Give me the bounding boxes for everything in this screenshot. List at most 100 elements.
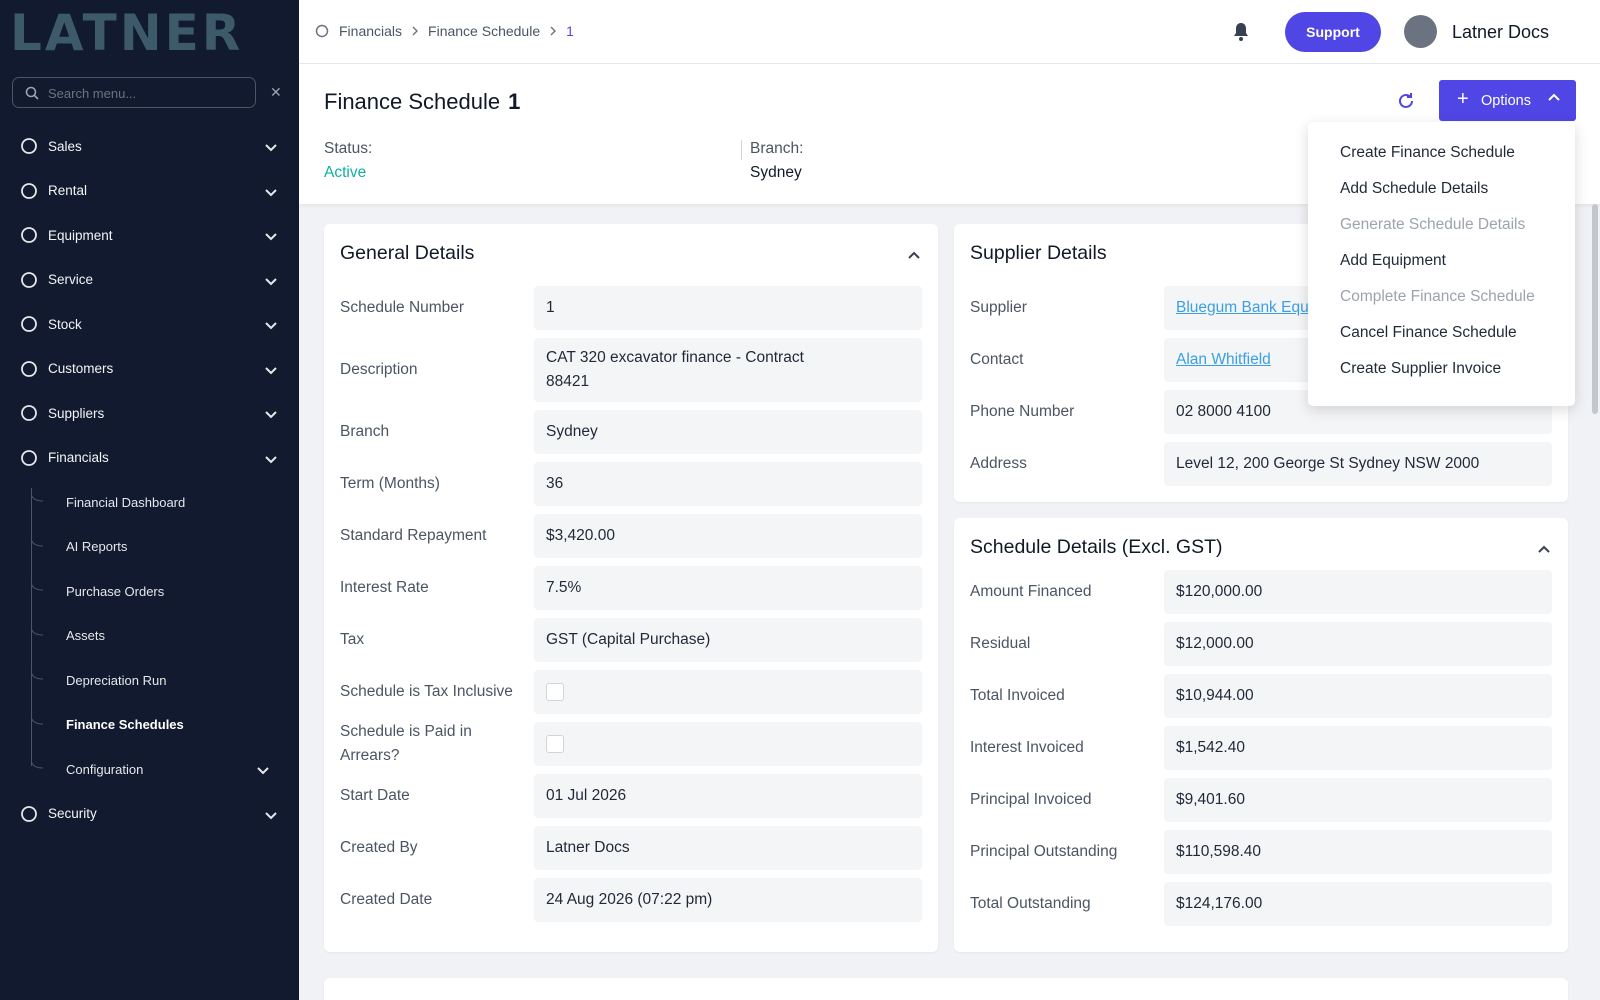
menu-item[interactable]: Create Supplier Invoice — [1340, 360, 1502, 377]
field-row: Total Invoiced $10,944.00 — [970, 674, 1552, 718]
nav-item[interactable]: Equipment — [0, 215, 299, 255]
schedule-details-card: Schedule Details (Excl. GST) Amount Finan… — [954, 518, 1568, 952]
menu-item[interactable]: Add Equipment — [1340, 252, 1446, 269]
field-value: $124,176.00 — [1164, 882, 1552, 926]
value-text: 7.5% — [546, 579, 582, 596]
field-row: Residual $12,000.00 — [970, 622, 1552, 666]
link[interactable]: Bluegum Bank Equ — [1176, 299, 1309, 316]
separator — [412, 23, 419, 39]
chevron — [265, 363, 277, 378]
card-title: Schedule Details (Excl. GST) — [970, 536, 1223, 558]
value-text: $124,176.00 — [1176, 895, 1263, 912]
value-text: $9,401.60 — [1176, 791, 1245, 808]
value-text: Latner Docs — [546, 839, 630, 856]
value-text: $10,944.00 — [1176, 687, 1254, 704]
sub-nav-item[interactable]: Configuration — [0, 749, 299, 789]
sub-nav-item[interactable]: Finance Schedules — [0, 705, 299, 745]
field-row: Branch Sydney — [340, 410, 922, 454]
field-row: Tax GST (Capital Purchase) — [340, 618, 922, 662]
field-value: Sydney — [534, 410, 922, 454]
value-text: 1 — [546, 299, 555, 316]
search-placeholder: Search menu... — [48, 86, 137, 101]
chevron — [265, 808, 277, 823]
menu-item[interactable]: Cancel Finance Schedule — [1340, 324, 1517, 341]
card-title: Supplier Details — [970, 242, 1107, 264]
sub-nav-item[interactable]: AI Reports — [0, 527, 299, 567]
menu-item: Complete Finance Schedule — [1340, 288, 1535, 305]
support-button[interactable]: Support — [1285, 12, 1381, 52]
nav-label: Security — [48, 806, 97, 821]
sub-nav-label: Financial Dashboard — [66, 494, 186, 510]
notifications[interactable] — [1232, 22, 1250, 42]
search-menu[interactable]: Search menu... — [12, 77, 256, 108]
title-text: Finance Schedule — [324, 89, 501, 114]
value-text: 02 8000 4100 — [1176, 403, 1271, 420]
scrollbar[interactable] — [1592, 204, 1598, 414]
breadcrumb-item[interactable]: Finance Schedule — [428, 23, 541, 39]
nav-label: Equipment — [48, 227, 113, 243]
checkbox[interactable] — [546, 735, 564, 753]
nav-item[interactable]: Security — [0, 794, 299, 834]
avatar[interactable] — [1404, 15, 1437, 48]
field-row: Principal Invoiced $9,401.60 — [970, 778, 1552, 822]
user-name[interactable]: Latner Docs — [1452, 22, 1550, 42]
checkbox[interactable] — [546, 683, 564, 701]
nav-label: Customers — [48, 361, 114, 376]
field-label: Created By — [340, 839, 418, 856]
field-row: Term (Months) 36 — [340, 462, 922, 506]
options-button[interactable]: + Options — [1439, 80, 1576, 121]
value-text: $3,420.00 — [546, 527, 615, 544]
value-text: 36 — [546, 475, 564, 492]
field-value: 36 — [534, 462, 922, 506]
field-row: Amount Financed $120,000.00 — [970, 570, 1552, 614]
nav-item[interactable]: Rental — [0, 171, 299, 211]
field-row: Created Date 24 Aug 2026 (07:22 pm) — [340, 878, 922, 922]
nav-item[interactable]: Customers — [0, 349, 299, 389]
nav-item[interactable]: Sales — [0, 126, 299, 166]
sub-nav-item[interactable]: Purchase Orders — [0, 571, 299, 611]
field-value: 01 Jul 2026 — [534, 774, 922, 818]
sidebar: LATNER Search menu... ✕ Sales Rental Equip… — [0, 0, 299, 1000]
nav-item[interactable]: Financials — [0, 438, 299, 478]
menu-item[interactable]: Add Schedule Details — [1340, 180, 1489, 197]
refresh[interactable] — [1396, 91, 1416, 111]
nav-item[interactable]: Suppliers — [0, 393, 299, 433]
menu-item[interactable]: Create Finance Schedule — [1340, 144, 1515, 161]
field-row: Schedule Number 1 — [340, 286, 922, 330]
nav-item[interactable]: Service — [0, 260, 299, 300]
field-value: $1,542.40 — [1164, 726, 1552, 770]
field-label: Term (Months) — [340, 475, 440, 492]
topbar: Financials Finance Schedule 1 Support Latn… — [299, 0, 1600, 64]
field-value — [534, 722, 922, 766]
nav-label: Service — [48, 272, 94, 287]
sub-nav-label: Assets — [66, 628, 106, 643]
value-text: 24 Aug 2026 (07:22 pm) — [546, 891, 713, 908]
collapse-toggle[interactable] — [1538, 540, 1550, 558]
field-label: Start Date — [340, 787, 410, 804]
field-value: GST (Capital Purchase) — [534, 618, 922, 662]
sub-nav-item[interactable]: Depreciation Run — [0, 660, 299, 700]
field-label: Residual — [970, 635, 1031, 652]
chevron — [265, 140, 277, 155]
field-row: Total Outstanding $124,176.00 — [970, 882, 1552, 926]
breadcrumb-item[interactable]: Financials — [339, 23, 403, 39]
field-label: Schedule is Paid in Arrears? — [340, 723, 472, 764]
card-title: General Details — [340, 242, 475, 264]
value-text: $120,000.00 — [1176, 583, 1263, 600]
nav-item[interactable]: Stock — [0, 304, 299, 344]
collapse-toggle[interactable] — [908, 246, 920, 264]
collapse-sidebar[interactable]: ✕ — [270, 84, 282, 100]
field-label: Principal Invoiced — [970, 791, 1092, 808]
status-label: Status: — [324, 140, 373, 157]
nav-label: Sales — [48, 138, 82, 154]
sub-nav-label: Purchase Orders — [66, 583, 165, 599]
general-details-card: General Details Schedule Number 1 Descripti… — [324, 224, 938, 952]
link[interactable]: Alan Whitfield — [1176, 351, 1271, 368]
sub-nav-item[interactable]: Assets — [0, 616, 299, 656]
options-label: Options — [1481, 92, 1531, 109]
sub-nav-item[interactable]: Financial Dashboard — [0, 482, 299, 522]
separator — [550, 23, 557, 39]
breadcrumb: Financials Finance Schedule 1 — [315, 23, 574, 39]
menu-item: Generate Schedule Details — [1340, 216, 1526, 233]
lower-card — [324, 978, 1568, 1000]
